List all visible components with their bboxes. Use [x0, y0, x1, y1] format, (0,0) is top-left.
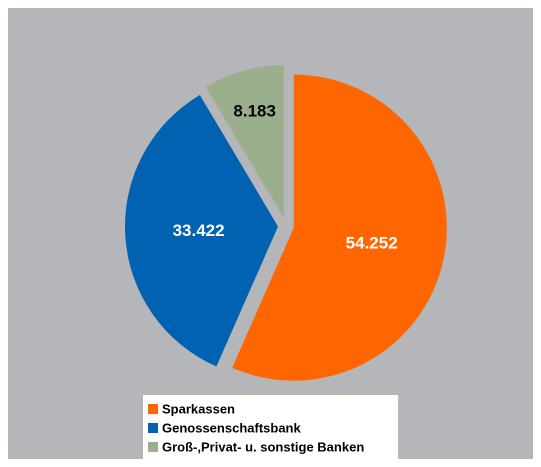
pie-slice: [232, 74, 447, 381]
data-label: 33.422: [173, 221, 225, 240]
legend-swatch: [148, 442, 158, 452]
legend-swatch: [148, 423, 158, 433]
legend-swatch: [148, 404, 158, 414]
data-label: 54.252: [346, 234, 398, 253]
legend-label: Genossenschaftsbank: [162, 420, 301, 435]
legend-box: [143, 395, 398, 461]
legend-label: Sparkassen: [162, 401, 235, 416]
data-label: 8.183: [233, 102, 276, 121]
pie-slice: [205, 65, 284, 219]
pie-slice: [125, 94, 279, 367]
legend-label: Groß-,Privat- u. sonstige Banken: [162, 439, 364, 454]
